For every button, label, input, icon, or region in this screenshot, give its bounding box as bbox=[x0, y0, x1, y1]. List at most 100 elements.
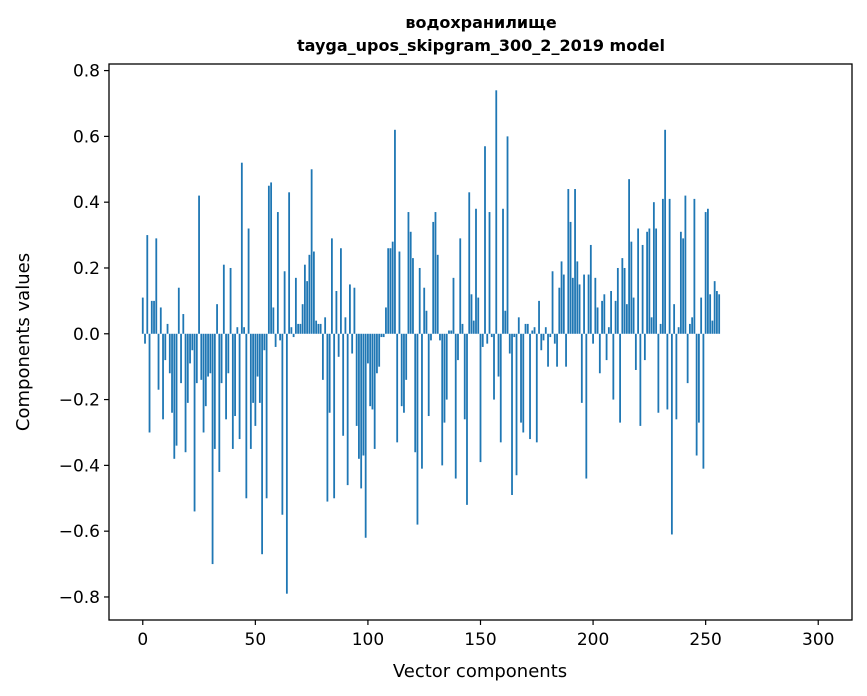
x-tick-label: 300 bbox=[802, 630, 834, 650]
bar-13 bbox=[171, 333, 173, 413]
bar-118 bbox=[407, 212, 410, 334]
bar-183 bbox=[553, 333, 556, 344]
bar-137 bbox=[450, 330, 453, 334]
bar-226 bbox=[650, 317, 653, 334]
bar-117 bbox=[405, 333, 408, 380]
y-tick-label: −0.8 bbox=[59, 588, 100, 608]
bar-42 bbox=[236, 327, 239, 334]
bar-56 bbox=[267, 185, 270, 334]
bar-99 bbox=[364, 333, 367, 538]
bar-219 bbox=[634, 333, 637, 370]
bar-122 bbox=[416, 333, 419, 525]
bar-30 bbox=[209, 333, 212, 374]
bar-136 bbox=[448, 330, 450, 334]
bar-196 bbox=[583, 274, 585, 334]
bar-155 bbox=[490, 333, 493, 338]
bar-161 bbox=[504, 310, 507, 334]
bar-253 bbox=[711, 320, 714, 334]
bar-249 bbox=[702, 333, 705, 469]
bar-49 bbox=[252, 333, 254, 403]
bar-53 bbox=[261, 333, 263, 555]
bar-64 bbox=[285, 333, 288, 594]
bar-188 bbox=[565, 333, 567, 367]
bar-181 bbox=[549, 333, 552, 338]
bar-171 bbox=[526, 323, 529, 334]
bar-36 bbox=[222, 264, 225, 334]
bar-231 bbox=[661, 198, 664, 334]
bar-235 bbox=[670, 333, 673, 535]
bar-104 bbox=[376, 333, 378, 374]
bar-141 bbox=[459, 238, 462, 334]
bar-166 bbox=[515, 333, 518, 476]
bar-107 bbox=[382, 333, 385, 338]
bar-39 bbox=[229, 267, 232, 334]
bar-128 bbox=[430, 333, 432, 341]
bar-84 bbox=[331, 238, 333, 334]
bar-153 bbox=[486, 333, 489, 344]
bar-83 bbox=[328, 333, 331, 413]
y-tick-label: 0.6 bbox=[73, 127, 100, 147]
bar-144 bbox=[466, 333, 468, 505]
bar-25 bbox=[198, 195, 200, 334]
bar-80 bbox=[321, 333, 324, 380]
bar-131 bbox=[436, 254, 439, 334]
bar-247 bbox=[698, 333, 700, 423]
bar-169 bbox=[522, 333, 525, 433]
bar-184 bbox=[556, 333, 558, 367]
bar-205 bbox=[603, 294, 606, 334]
bar-24 bbox=[195, 333, 198, 384]
bar-32 bbox=[213, 333, 216, 449]
x-tick-label: 50 bbox=[245, 630, 267, 650]
bar-221 bbox=[639, 333, 642, 426]
bar-34 bbox=[218, 333, 221, 472]
bar-215 bbox=[625, 304, 628, 334]
bar-14 bbox=[173, 333, 176, 459]
bar-41 bbox=[234, 333, 236, 417]
bar-193 bbox=[576, 261, 579, 334]
bar-203 bbox=[598, 333, 601, 374]
x-tick-label: 0 bbox=[137, 630, 148, 650]
bar-201 bbox=[594, 277, 597, 334]
x-tick-label: 250 bbox=[689, 630, 721, 650]
y-axis-label: Components values bbox=[13, 253, 34, 431]
bar-72 bbox=[303, 264, 306, 334]
bar-248 bbox=[700, 297, 703, 334]
bar-124 bbox=[421, 333, 423, 469]
bar-187 bbox=[562, 274, 565, 334]
bar-73 bbox=[306, 281, 309, 334]
bar-0 bbox=[141, 297, 144, 334]
y-tick-label: 0.8 bbox=[73, 62, 100, 82]
bar-222 bbox=[641, 244, 644, 334]
bar-111 bbox=[391, 241, 394, 334]
x-axis-label: Vector components bbox=[393, 661, 567, 682]
bar-230 bbox=[659, 323, 662, 334]
bar-158 bbox=[497, 333, 500, 377]
bar-85 bbox=[333, 333, 336, 499]
bar-157 bbox=[495, 90, 498, 334]
bar-105 bbox=[378, 333, 381, 367]
bar-15 bbox=[175, 333, 178, 446]
bar-167 bbox=[517, 317, 520, 334]
bar-16 bbox=[177, 287, 180, 334]
bar-11 bbox=[166, 323, 169, 334]
bar-211 bbox=[616, 267, 619, 334]
x-tick-label: 150 bbox=[464, 630, 496, 650]
bar-241 bbox=[684, 195, 687, 334]
bar-106 bbox=[380, 333, 383, 338]
bar-92 bbox=[349, 284, 351, 334]
bar-108 bbox=[385, 307, 387, 334]
bar-65 bbox=[288, 192, 291, 334]
bar-58 bbox=[272, 307, 275, 334]
bar-186 bbox=[560, 261, 563, 334]
bar-151 bbox=[481, 333, 484, 347]
bar-146 bbox=[470, 294, 473, 334]
bar-94 bbox=[353, 287, 356, 334]
bar-224 bbox=[646, 231, 649, 334]
bar-138 bbox=[452, 277, 455, 334]
bar-59 bbox=[274, 333, 277, 347]
bar-88 bbox=[340, 248, 342, 334]
bar-232 bbox=[664, 129, 667, 334]
bar-174 bbox=[533, 327, 536, 334]
bar-132 bbox=[439, 333, 441, 341]
